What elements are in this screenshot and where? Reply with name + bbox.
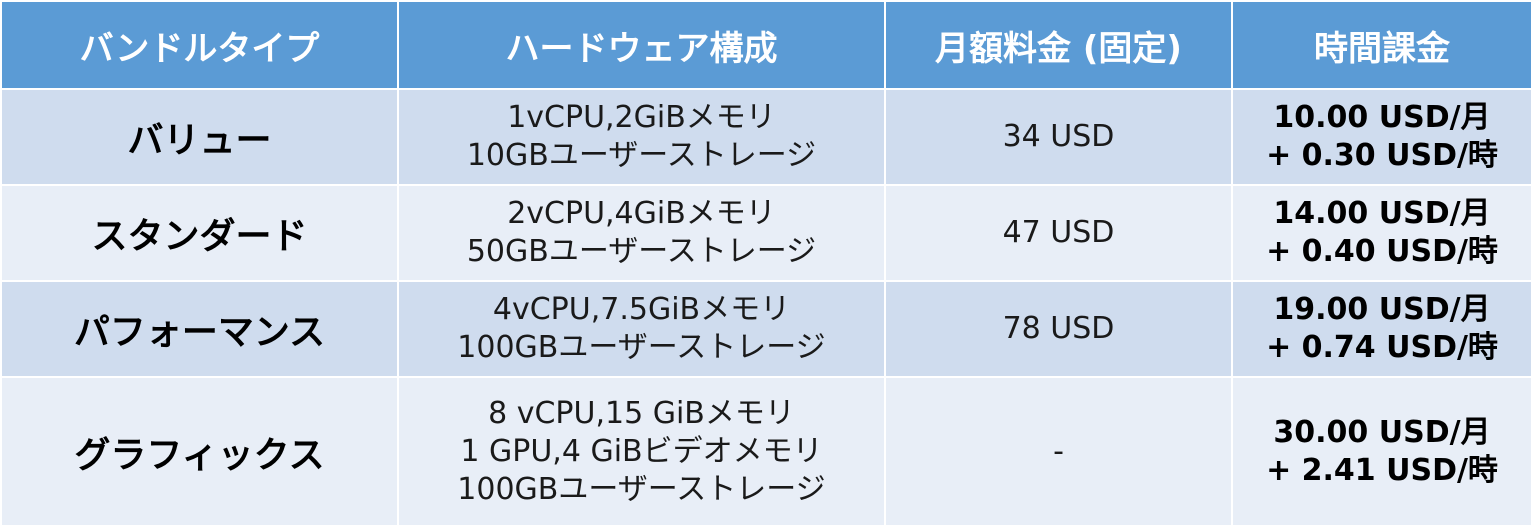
- header-bundle-type: バンドルタイプ: [0, 0, 399, 90]
- bundle-type-cell: バリュー: [0, 88, 399, 186]
- table-header-row: バンドルタイプ ハードウェア構成 月額料金 (固定) 時間課金: [0, 0, 1531, 90]
- bundle-type-cell: グラフィックス: [0, 376, 399, 527]
- table-row: バリュー 1vCPU,2GiBメモリ 10GBユーザーストレージ 34 USD …: [0, 88, 1531, 186]
- hardware-line: 1 GPU,4 GiBビデオメモリ: [460, 433, 823, 469]
- hourly-line: 10.00 USD/月: [1273, 100, 1491, 135]
- monthly-fee-cell: -: [884, 376, 1233, 527]
- header-monthly-fee: 月額料金 (固定): [884, 0, 1233, 90]
- hardware-line: 4vCPU,7.5GiBメモリ: [492, 292, 791, 327]
- hourly-line: 19.00 USD/月: [1273, 292, 1491, 327]
- header-hourly-fee: 時間課金: [1231, 0, 1531, 90]
- hourly-fee-cell: 10.00 USD/月 + 0.30 USD/時: [1231, 88, 1531, 186]
- table-row: グラフィックス 8 vCPU,15 GiBメモリ 1 GPU,4 GiBビデオメ…: [0, 376, 1531, 527]
- bundle-type-cell: パフォーマンス: [0, 280, 399, 378]
- hourly-line: 30.00 USD/月: [1273, 414, 1491, 450]
- hourly-line: + 2.41 USD/時: [1266, 452, 1498, 488]
- hardware-line: 8 vCPU,15 GiBメモリ: [488, 395, 795, 431]
- table-row: スタンダード 2vCPU,4GiBメモリ 50GBユーザーストレージ 47 US…: [0, 184, 1531, 282]
- hardware-line: 2vCPU,4GiBメモリ: [507, 196, 776, 231]
- bundle-type-cell: スタンダード: [0, 184, 399, 282]
- hourly-line: + 0.74 USD/時: [1266, 330, 1498, 365]
- monthly-fee-cell: 78 USD: [884, 280, 1233, 378]
- hardware-line: 100GBユーザーストレージ: [457, 330, 826, 365]
- hourly-line: + 0.40 USD/時: [1266, 234, 1498, 269]
- hourly-fee-cell: 30.00 USD/月 + 2.41 USD/時: [1231, 376, 1531, 527]
- hardware-cell: 2vCPU,4GiBメモリ 50GBユーザーストレージ: [397, 184, 886, 282]
- hardware-line: 100GBユーザーストレージ: [457, 471, 826, 507]
- hardware-line: 10GBユーザーストレージ: [466, 138, 817, 173]
- header-hardware: ハードウェア構成: [397, 0, 886, 90]
- monthly-fee-cell: 34 USD: [884, 88, 1233, 186]
- hourly-line: 14.00 USD/月: [1273, 196, 1491, 231]
- hardware-cell: 8 vCPU,15 GiBメモリ 1 GPU,4 GiBビデオメモリ 100GB…: [397, 376, 886, 527]
- monthly-fee-cell: 47 USD: [884, 184, 1233, 282]
- hardware-cell: 4vCPU,7.5GiBメモリ 100GBユーザーストレージ: [397, 280, 886, 378]
- hourly-fee-cell: 14.00 USD/月 + 0.40 USD/時: [1231, 184, 1531, 282]
- hardware-cell: 1vCPU,2GiBメモリ 10GBユーザーストレージ: [397, 88, 886, 186]
- hardware-line: 1vCPU,2GiBメモリ: [507, 100, 776, 135]
- hourly-line: + 0.30 USD/時: [1266, 138, 1498, 173]
- hardware-line: 50GBユーザーストレージ: [466, 234, 817, 269]
- hourly-fee-cell: 19.00 USD/月 + 0.74 USD/時: [1231, 280, 1531, 378]
- table-row: パフォーマンス 4vCPU,7.5GiBメモリ 100GBユーザーストレージ 7…: [0, 280, 1531, 378]
